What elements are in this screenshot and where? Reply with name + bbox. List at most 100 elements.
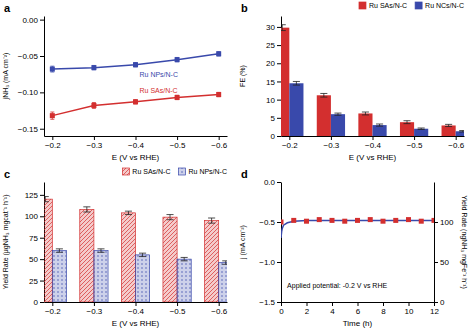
tick-label: 25 bbox=[29, 277, 38, 286]
bar bbox=[205, 221, 219, 302]
plot-area bbox=[50, 51, 221, 119]
tick-mark bbox=[277, 136, 281, 137]
marker bbox=[281, 220, 284, 225]
marker bbox=[50, 67, 55, 72]
error-bar bbox=[222, 261, 227, 264]
bar bbox=[121, 213, 135, 302]
legend-label: Ru NPs/N-C bbox=[188, 168, 227, 175]
marker bbox=[91, 65, 96, 70]
legend-label: Ru SAs/N-C bbox=[369, 2, 407, 9]
axis-line bbox=[44, 17, 45, 137]
legend-item: Ru NCs/N-C bbox=[415, 2, 464, 9]
markers bbox=[50, 51, 221, 71]
panel: −0.2−0.3−0.4−0.5−0.6051015202530Ru NCs/N… bbox=[239, 2, 470, 162]
tick-label: −0.05 bbox=[18, 52, 39, 61]
error-bar bbox=[92, 103, 96, 109]
tick-mark bbox=[277, 27, 281, 28]
tick-label: 10 bbox=[266, 96, 275, 105]
tick-mark bbox=[40, 92, 44, 93]
tick-label: −0.6 bbox=[448, 141, 464, 150]
error-bar bbox=[217, 92, 221, 96]
panel: −0.2−0.3−0.4−0.5−0.6−0.15−0.10−0.050.00R… bbox=[2, 2, 228, 162]
error-bar bbox=[125, 211, 132, 214]
tick: −0.4 bbox=[128, 136, 144, 150]
tick-label: −0.5 bbox=[259, 218, 275, 227]
bar bbox=[400, 122, 414, 136]
tick-label: 20 bbox=[266, 59, 275, 68]
x-axis-title: E (V vs RHE) bbox=[112, 319, 160, 328]
tick-mark bbox=[219, 136, 220, 140]
panel-label: b bbox=[241, 2, 248, 14]
error-bar bbox=[459, 131, 464, 132]
tick: 0 bbox=[271, 132, 281, 141]
tick-mark bbox=[40, 129, 44, 130]
tick-mark bbox=[289, 136, 290, 140]
markers bbox=[50, 92, 221, 118]
marker bbox=[419, 219, 424, 224]
tick-label: 0 bbox=[34, 298, 39, 307]
legend: Ru NPs/N-C Ru SAs/N-C bbox=[122, 168, 227, 175]
plot-area bbox=[44, 197, 227, 302]
tick-mark bbox=[277, 118, 281, 119]
tick-label: −0.5 bbox=[170, 141, 186, 150]
tick-label: 8 bbox=[381, 307, 386, 316]
marker bbox=[216, 92, 221, 97]
error-bar bbox=[139, 253, 146, 256]
tick: 0.0 bbox=[264, 178, 281, 187]
tick: 50 bbox=[434, 258, 449, 267]
tick-mark bbox=[414, 136, 415, 140]
error-bars bbox=[281, 25, 452, 127]
tick-label: −0.3 bbox=[87, 141, 103, 150]
x-axis: −0.2 −0.3 −0.4 −0.5 −0.6 bbox=[45, 136, 228, 150]
y-axis: 051015202530 bbox=[266, 17, 281, 142]
y-axis: 0255075100125 bbox=[25, 183, 45, 308]
error-bar bbox=[50, 66, 54, 72]
y-axis: −0.15−0.10−0.050.00 bbox=[18, 16, 45, 137]
bar bbox=[177, 259, 191, 302]
bar-series bbox=[52, 251, 227, 302]
tick-label: −1.5 bbox=[259, 298, 275, 307]
tick: −1.0 bbox=[259, 258, 281, 267]
marker bbox=[304, 219, 309, 224]
bar bbox=[456, 131, 464, 136]
tick-mark bbox=[434, 302, 438, 303]
tick-mark bbox=[277, 100, 281, 101]
marker bbox=[393, 218, 398, 223]
marker bbox=[91, 103, 96, 108]
tick-mark bbox=[40, 56, 44, 57]
tick-label: 12 bbox=[430, 307, 439, 316]
markers bbox=[281, 217, 434, 224]
tick: 10 bbox=[405, 302, 414, 316]
tick: 6 bbox=[356, 302, 361, 316]
tick-label: 15 bbox=[266, 78, 275, 87]
line bbox=[52, 95, 218, 116]
tick: −0.5 bbox=[170, 136, 186, 150]
error-bar bbox=[362, 112, 369, 115]
legend-swatch bbox=[178, 168, 185, 175]
error-bar bbox=[376, 124, 383, 126]
tick-label: 75 bbox=[29, 234, 38, 243]
tick-label: −0.4 bbox=[128, 141, 144, 150]
error-bar bbox=[217, 52, 221, 56]
tick-mark bbox=[331, 136, 332, 140]
tick-label: −0.6 bbox=[211, 141, 227, 150]
tick: −0.2 bbox=[45, 136, 61, 150]
tick: −0.3 bbox=[87, 136, 103, 150]
error-bars bbox=[50, 92, 220, 119]
tick-mark bbox=[277, 182, 281, 183]
panel-label: d bbox=[241, 168, 248, 180]
tick: 0 bbox=[434, 298, 445, 307]
tick-mark bbox=[219, 302, 220, 306]
legend-label: Ru SAs/N-C bbox=[132, 168, 170, 175]
marker bbox=[133, 99, 138, 104]
tick: 2 bbox=[305, 302, 310, 316]
legend-item: Ru SAs/N-C bbox=[359, 2, 407, 9]
error-bars bbox=[50, 52, 220, 72]
y-axis-title: j (mA cm⁻²) bbox=[239, 225, 247, 260]
error-bar bbox=[320, 93, 327, 97]
bar bbox=[442, 125, 456, 136]
bar bbox=[80, 209, 94, 302]
y2-axis-title: Yield Rate (ngNH₃ mgFe⁻¹ h⁻¹) bbox=[460, 195, 468, 289]
tick-mark bbox=[136, 302, 137, 306]
tick: 20 bbox=[266, 59, 281, 68]
